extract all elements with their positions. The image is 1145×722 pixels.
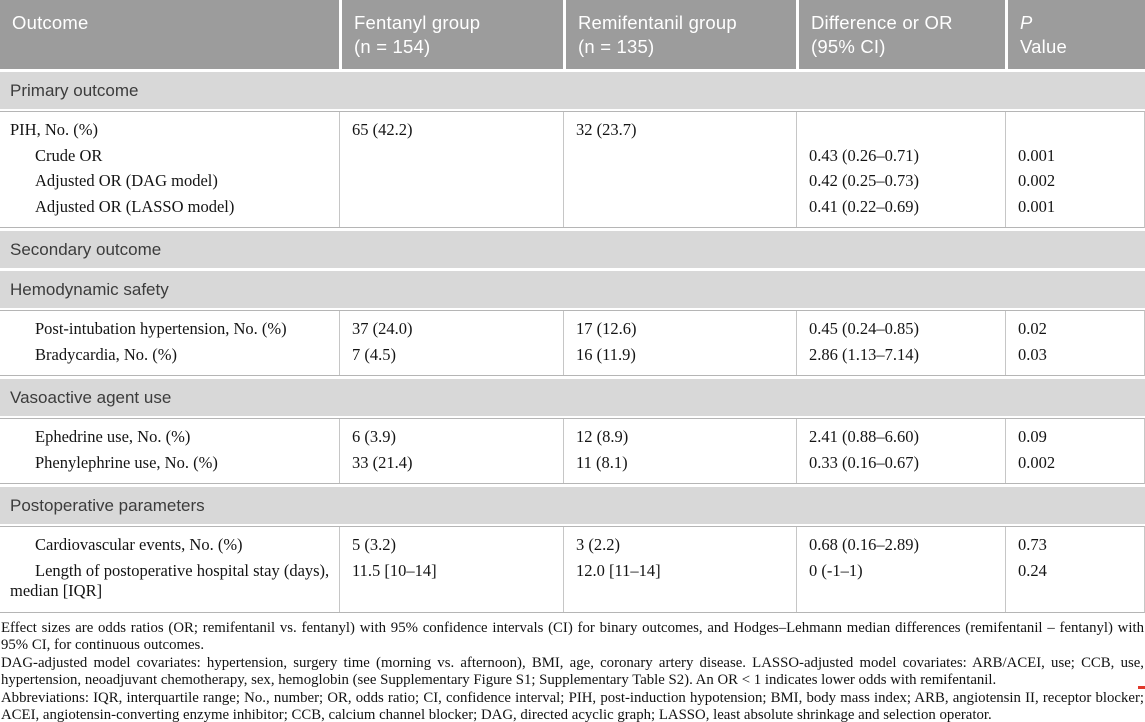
- pvalue-cell: 0.03: [1005, 342, 1145, 375]
- table-row: Cardiovascular events, No. (%) 5 (3.2) 3 (…: [0, 527, 1144, 558]
- table-row: Bradycardia, No. (%) 7 (4.5) 16 (11.9) 2.86…: [0, 342, 1144, 375]
- footnote-abbreviations: Abbreviations: IQR, interquartile range;…: [1, 689, 1144, 722]
- outcome-cell: Post-intubation hypertension, No. (%): [35, 319, 287, 338]
- outcome-cell: Bradycardia, No. (%): [35, 344, 178, 364]
- pvalue-cell: 0.02: [1005, 311, 1145, 342]
- remifentanil-cell: [563, 168, 796, 194]
- fentanyl-cell: 11.5 [10–14]: [339, 558, 563, 612]
- remifentanil-cell: 32 (23.7): [563, 112, 796, 143]
- table-section-block: Post-intubation hypertension, No. (%) 37 …: [0, 310, 1145, 376]
- fentanyl-cell: 7 (4.5): [339, 342, 563, 375]
- fentanyl-cell: [339, 194, 563, 227]
- column-header-outcome: Outcome: [0, 0, 339, 69]
- fentanyl-cell: 65 (42.2): [339, 112, 563, 143]
- column-header-label: P: [1020, 12, 1033, 33]
- remifentanil-cell: 12.0 [11–14]: [563, 558, 796, 612]
- column-header-difference-or: Difference or OR (95% CI): [796, 0, 1005, 69]
- pvalue-cell: 0.001: [1005, 194, 1145, 227]
- difference-cell: 0.41 (0.22–0.69): [796, 194, 1005, 227]
- fentanyl-cell: [339, 143, 563, 169]
- outcome-cell: Adjusted OR (LASSO model): [35, 196, 235, 216]
- remifentanil-cell: 3 (2.2): [563, 527, 796, 558]
- column-header-label: Fentanyl group: [354, 12, 481, 33]
- pvalue-cell: 0.09: [1005, 419, 1145, 450]
- table-row: Ephedrine use, No. (%) 6 (3.9) 12 (8.9) 2.4…: [0, 419, 1144, 450]
- column-header-label: Remifentanil group: [578, 12, 737, 33]
- difference-cell: 0 (-1–1): [796, 558, 1005, 612]
- difference-cell: 0.45 (0.24–0.85): [796, 311, 1005, 342]
- column-header-fentanyl-group: Fentanyl group (n = 154): [339, 0, 563, 69]
- column-header-remifentanil-group: Remifentanil group (n = 135): [563, 0, 796, 69]
- difference-cell: 0.33 (0.16–0.67): [796, 450, 1005, 483]
- table-row: Crude OR 0.43 (0.26–0.71) 0.001: [0, 143, 1144, 169]
- footnote-effect-sizes: Effect sizes are odds ratios (OR; remife…: [1, 619, 1144, 654]
- table-section-block: PIH, No. (%) 65 (42.2) 32 (23.7) Crude OR 0.…: [0, 111, 1145, 228]
- pvalue-cell: 0.002: [1005, 450, 1145, 483]
- remifentanil-cell: 12 (8.9): [563, 419, 796, 450]
- section-header: Primary outcome: [0, 72, 1145, 109]
- outcome-cell: Crude OR: [35, 145, 103, 165]
- red-edge-marker: [1138, 686, 1145, 689]
- section-header: Secondary outcome: [0, 231, 1145, 268]
- fentanyl-cell: 33 (21.4): [339, 450, 563, 483]
- difference-cell: 2.86 (1.13–7.14): [796, 342, 1005, 375]
- table-row: Adjusted OR (DAG model) 0.42 (0.25–0.73) 0…: [0, 168, 1145, 194]
- section-header: Postoperative parameters: [0, 487, 1145, 524]
- difference-cell: 2.41 (0.88–6.60): [796, 419, 1005, 450]
- pvalue-cell: 0.002: [1005, 168, 1145, 194]
- difference-cell: [796, 112, 1005, 143]
- column-header-label: Outcome: [12, 12, 89, 33]
- difference-cell: 0.42 (0.25–0.73): [796, 168, 1005, 194]
- column-header-sub: (n = 154): [354, 36, 431, 57]
- outcome-cell: Ephedrine use, No. (%): [35, 427, 191, 446]
- column-header-label: Difference or OR: [811, 12, 953, 33]
- pvalue-cell: 0.24: [1005, 558, 1145, 612]
- difference-cell: 0.43 (0.26–0.71): [796, 143, 1005, 169]
- column-header-sub: (95% CI): [811, 36, 886, 57]
- remifentanil-cell: 11 (8.1): [563, 450, 796, 483]
- table-section-block: Ephedrine use, No. (%) 6 (3.9) 12 (8.9) 2.4…: [0, 418, 1145, 484]
- fentanyl-cell: 6 (3.9): [339, 419, 563, 450]
- difference-cell: 0.68 (0.16–2.89): [796, 527, 1005, 558]
- remifentanil-cell: 16 (11.9): [563, 342, 796, 375]
- outcome-cell: Adjusted OR (DAG model): [35, 171, 218, 190]
- table-header-row: Outcome Fentanyl group (n = 154) Remifen…: [0, 0, 1145, 69]
- outcome-cell: PIH, No. (%): [10, 120, 98, 139]
- fentanyl-cell: 5 (3.2): [339, 527, 563, 558]
- table-row: Adjusted OR (LASSO model) 0.41 (0.22–0.69…: [0, 194, 1144, 227]
- pvalue-cell: [1005, 112, 1145, 143]
- outcome-cell: Cardiovascular events, No. (%): [35, 535, 243, 554]
- column-header-sub: (n = 135): [578, 36, 655, 57]
- footnote-model-covariates: DAG-adjusted model covariates: hypertens…: [1, 654, 1144, 689]
- pvalue-cell: 0.001: [1005, 143, 1145, 169]
- table-row: Post-intubation hypertension, No. (%) 37 …: [0, 311, 1144, 342]
- column-header-sub: Value: [1020, 36, 1067, 57]
- table-row: PIH, No. (%) 65 (42.2) 32 (23.7): [0, 112, 1144, 143]
- outcome-cell: Phenylephrine use, No. (%): [35, 452, 218, 472]
- table-section-block: Cardiovascular events, No. (%) 5 (3.2) 3 (…: [0, 526, 1145, 613]
- table-body: Primary outcome PIH, No. (%) 65 (42.2) 32 (…: [0, 72, 1145, 613]
- section-header: Vasoactive agent use: [0, 379, 1145, 416]
- outcome-cell: Length of postoperative hospital stay (d…: [10, 560, 330, 601]
- table-footnotes: Effect sizes are odds ratios (OR; remife…: [0, 614, 1145, 722]
- fentanyl-cell: 37 (24.0): [339, 311, 563, 342]
- fentanyl-cell: [339, 168, 563, 194]
- column-header-p-value: P Value: [1005, 0, 1145, 69]
- section-header: Hemodynamic safety: [0, 271, 1145, 308]
- remifentanil-cell: [563, 143, 796, 169]
- pvalue-cell: 0.73: [1005, 527, 1145, 558]
- remifentanil-cell: [563, 194, 796, 227]
- table-row: Phenylephrine use, No. (%) 33 (21.4) 11 (8…: [0, 450, 1144, 483]
- table-row: Length of postoperative hospital stay (d…: [0, 558, 1144, 612]
- remifentanil-cell: 17 (12.6): [563, 311, 796, 342]
